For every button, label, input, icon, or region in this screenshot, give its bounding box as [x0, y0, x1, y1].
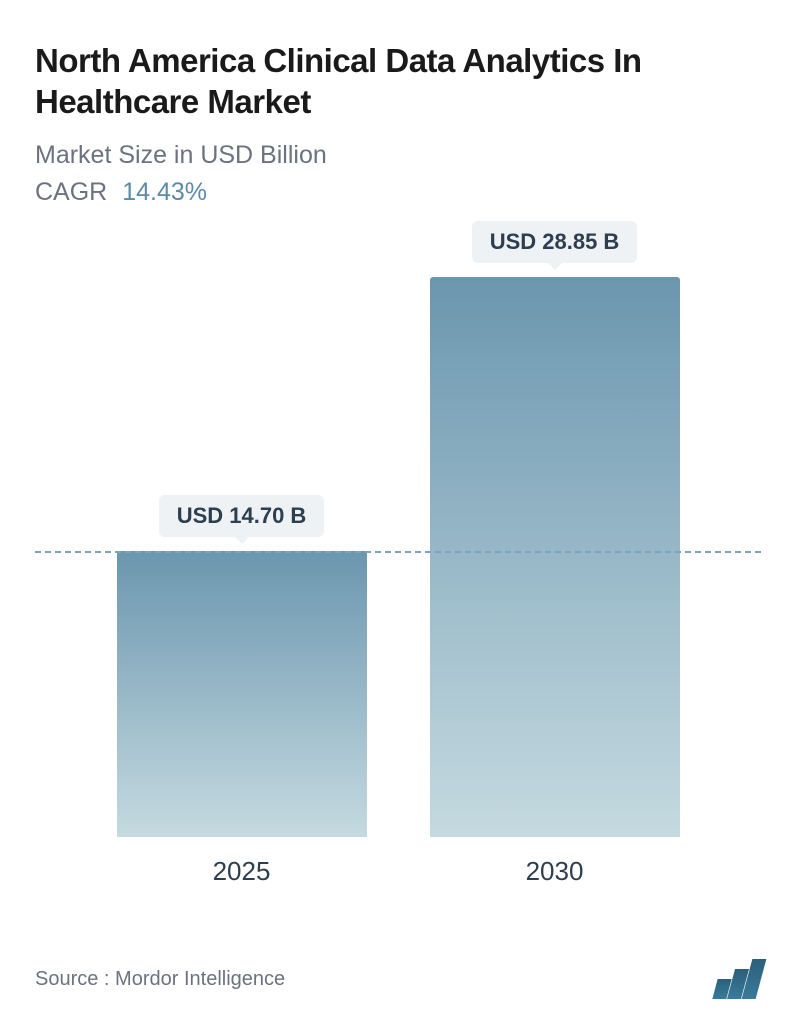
mordor-logo-icon [715, 959, 761, 999]
bar-value-label: USD 28.85 B [472, 221, 638, 263]
bars-container: USD 14.70 BUSD 28.85 B [35, 277, 761, 837]
source-name: Mordor Intelligence [115, 968, 285, 990]
bar-group: USD 28.85 B [430, 221, 680, 837]
chart-subtitle: Market Size in USD Billion [35, 141, 761, 170]
bar-group: USD 14.70 B [117, 495, 367, 836]
x-axis-label: 2030 [430, 856, 680, 887]
chart-title: North America Clinical Data Analytics In… [35, 40, 761, 123]
chart-area: USD 14.70 BUSD 28.85 B 2025 2030 [35, 247, 761, 887]
x-axis-label: 2025 [117, 856, 367, 887]
footer: Source : Mordor Intelligence [35, 959, 761, 999]
bar-value-label: USD 14.70 B [159, 495, 325, 537]
source-label: Source : [35, 968, 109, 990]
cagr-label: CAGR [35, 178, 107, 206]
cagr-line: CAGR 14.43% [35, 178, 761, 207]
reference-line [35, 551, 761, 553]
x-axis-labels: 2025 2030 [35, 844, 761, 887]
source-attribution: Source : Mordor Intelligence [35, 968, 285, 991]
bar [117, 551, 367, 836]
bar [430, 277, 680, 837]
cagr-value: 14.43% [122, 178, 207, 206]
